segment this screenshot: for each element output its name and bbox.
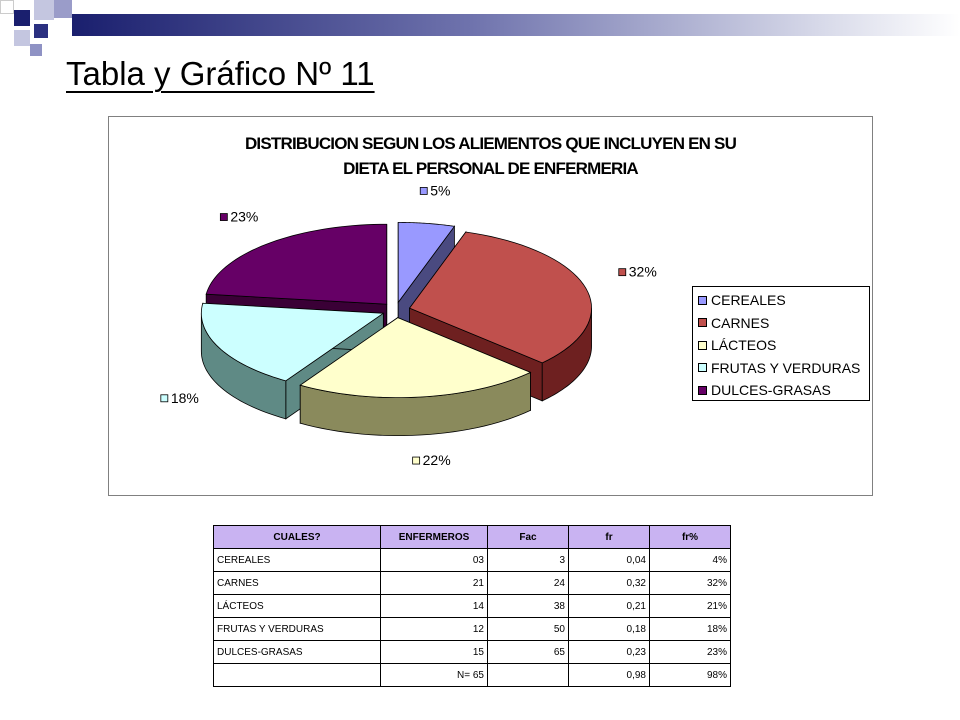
- pie-slice-lácteos: [299, 317, 532, 399]
- data-label-swatch-frutas-y-verduras: [160, 394, 169, 403]
- chart-title-line-2: DIETA EL PERSONAL DE ENFERMERIA: [343, 159, 639, 178]
- data-label-lácteos: 22%: [423, 452, 451, 468]
- page-title: Tabla y Gráfico Nº 11: [66, 55, 375, 92]
- legend-swatch-frutas-y-verduras: [698, 363, 707, 373]
- pie-slice-dulces-grasas: [205, 223, 388, 305]
- table-cell: 4%: [649, 548, 731, 572]
- decor-square-5: [14, 30, 30, 46]
- table-cell: LÁCTEOS: [213, 594, 381, 618]
- chart-legend: CEREALES CARNES LÁCTEOS FRUTAS Y VERDURAS DU…: [692, 286, 870, 401]
- table-header: fr: [568, 525, 650, 549]
- table-cell: FRUTAS Y VERDURAS: [213, 617, 381, 641]
- decor-square-1: [0, 0, 14, 14]
- table-cell: 14: [380, 594, 488, 618]
- table-cell: DULCES-GRASAS: [213, 640, 381, 664]
- table-cell: 65: [487, 640, 569, 664]
- table-cell: 23%: [649, 640, 731, 664]
- decor-square-3: [34, 0, 54, 20]
- legend-item-frutas-y-verduras: FRUTAS Y VERDURAS: [698, 357, 869, 380]
- data-label-swatch-cereales: [419, 187, 428, 195]
- table-row: CEREALES 03 3 0,04 4%: [213, 548, 731, 572]
- pie-chart: 5% 32% 22% 18% 23%: [160, 182, 657, 468]
- legend-item-cereales: CEREALES: [698, 289, 869, 312]
- decor-square-2: [14, 10, 30, 26]
- data-table-wrap: CUALES? ENFERMEROS Fac fr fr% CEREALES 0…: [213, 525, 731, 687]
- data-label-swatch-dulces-grasas: [219, 213, 228, 221]
- table-cell: 0,18: [568, 617, 650, 641]
- table-row: CARNES 21 24 0,32 32%: [213, 571, 731, 595]
- table-cell: 98%: [649, 663, 731, 687]
- data-label-swatch-carnes: [618, 268, 627, 277]
- table-cell: 21: [380, 571, 488, 595]
- table-header: ENFERMEROS: [380, 525, 488, 549]
- table-row: LÁCTEOS 14 38 0,21 21%: [213, 594, 731, 618]
- table-row: FRUTAS Y VERDURAS 12 50 0,18 18%: [213, 617, 731, 641]
- data-label-frutas-y-verduras: 18%: [171, 390, 199, 406]
- table-cell: N= 65: [380, 663, 488, 687]
- legend-label-carnes: CARNES: [711, 314, 770, 331]
- pie-slice-tops: [200, 221, 592, 399]
- legend-swatch-carnes: [698, 318, 707, 328]
- table-cell: 0,32: [568, 571, 650, 595]
- pie-slice-carnes: [408, 231, 592, 364]
- table-cell: 21%: [649, 594, 731, 618]
- table-cell: 32%: [649, 571, 731, 595]
- table-cell: CARNES: [213, 571, 381, 595]
- legend-swatch-lácteos: [698, 340, 707, 350]
- table-cell: CEREALES: [213, 548, 381, 572]
- legend-item-dulces-grasas: DULCES-GRASAS: [698, 379, 869, 402]
- table-cell: 50: [487, 617, 569, 641]
- data-label-swatch-lácteos: [412, 456, 421, 465]
- table-header-row: CUALES? ENFERMEROS Fac fr fr%: [213, 525, 731, 549]
- chart-frame: DISTRIBUCION SEGUN LOS ALIEMENTOS QUE IN…: [108, 116, 873, 496]
- table-row: DULCES-GRASAS 15 65 0,23 23%: [213, 640, 731, 664]
- legend-swatch-dulces-grasas: [698, 385, 707, 395]
- data-label-cereales: 5%: [430, 182, 450, 198]
- table-header: CUALES?: [213, 525, 381, 549]
- table-cell: 0,98: [568, 663, 650, 687]
- table-cell: [213, 663, 381, 687]
- table-header: Fac: [487, 525, 569, 549]
- table-cell: 3: [487, 548, 569, 572]
- legend-swatch-cereales: [698, 295, 707, 305]
- pie-data-labels: 5% 32% 22% 18% 23%: [160, 182, 657, 468]
- table-cell: 38: [487, 594, 569, 618]
- chart-title: DISTRIBUCION SEGUN LOS ALIEMENTOS QUE IN…: [109, 131, 872, 181]
- table-header: fr%: [649, 525, 731, 549]
- decor-square-7: [30, 44, 42, 56]
- decor-square-4: [54, 0, 72, 18]
- table-cell: 0,23: [568, 640, 650, 664]
- table-cell: 0,04: [568, 548, 650, 572]
- table-cell: 12: [380, 617, 488, 641]
- table-cell: 15: [380, 640, 488, 664]
- legend-label-cereales: CEREALES: [711, 292, 786, 309]
- table-cell: 24: [487, 571, 569, 595]
- table-cell: 03: [380, 548, 488, 572]
- legend-label-lácteos: LÁCTEOS: [711, 337, 777, 354]
- legend-item-carnes: CARNES: [698, 312, 869, 335]
- pie-slice-cereales: [397, 221, 456, 304]
- table-cell: 0,21: [568, 594, 650, 618]
- legend-label-dulces-grasas: DULCES-GRASAS: [711, 382, 831, 399]
- title-bar-gradient: [72, 14, 960, 36]
- pie-slice-frutas-y-verduras: [200, 302, 385, 382]
- table-cell: 18%: [649, 617, 731, 641]
- data-table: CUALES? ENFERMEROS Fac fr fr% CEREALES 0…: [213, 525, 731, 687]
- legend-item-lácteos: LÁCTEOS: [698, 334, 869, 357]
- decor-square-6: [34, 24, 48, 38]
- data-label-dulces-grasas: 23%: [230, 209, 258, 225]
- table-cell: [487, 663, 569, 687]
- chart-title-line-1: DISTRIBUCION SEGUN LOS ALIEMENTOS QUE IN…: [244, 134, 737, 153]
- legend-label-frutas-y-verduras: FRUTAS Y VERDURAS: [711, 359, 861, 376]
- data-label-carnes: 32%: [629, 264, 657, 280]
- table-total-row: N= 65 0,98 98%: [213, 663, 731, 687]
